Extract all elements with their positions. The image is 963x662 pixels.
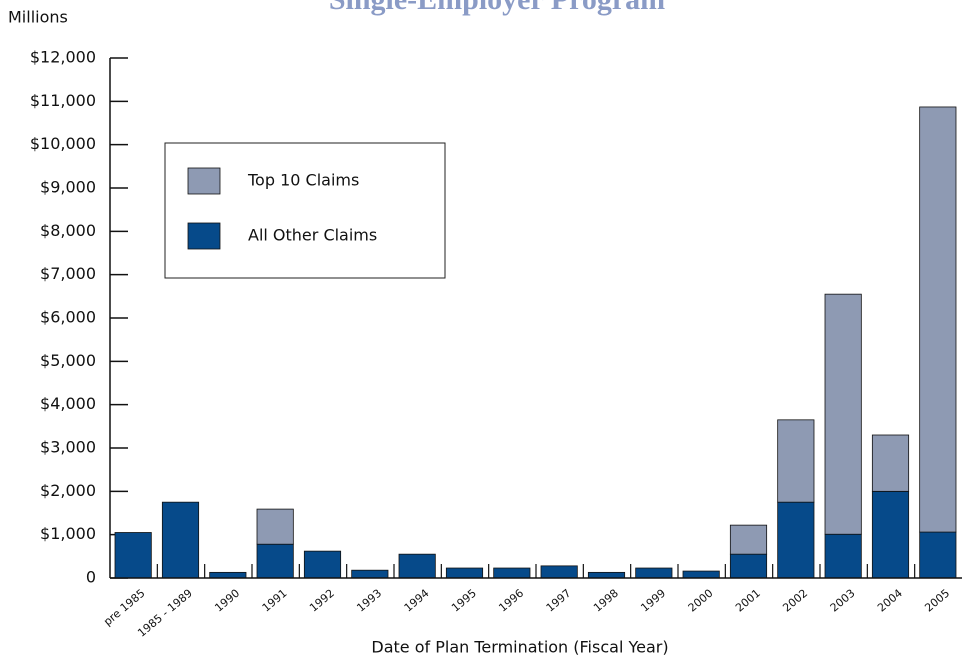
x-tick-label: 1997 xyxy=(544,587,574,615)
bar-segment xyxy=(777,501,815,579)
x-tick-label: 2005 xyxy=(922,587,952,615)
bar-segment xyxy=(493,567,531,579)
bar-segment xyxy=(540,565,578,579)
bar-segment xyxy=(256,543,294,579)
x-tick-label: 1992 xyxy=(307,587,337,615)
y-tick-label: $12,000 xyxy=(30,48,96,67)
x-tick-label: 2002 xyxy=(780,587,810,615)
x-tick-label: 2004 xyxy=(875,587,905,615)
bar-segment xyxy=(777,419,815,503)
x-tick-label: 1994 xyxy=(402,587,432,615)
y-tick-label: $8,000 xyxy=(40,221,96,240)
x-axis-label: Date of Plan Termination (Fiscal Year) xyxy=(371,638,668,657)
bar-segment xyxy=(398,553,436,579)
y-tick-label: $5,000 xyxy=(40,351,96,370)
y-tick-label: 0 xyxy=(86,568,96,587)
y-axis-label: Millions xyxy=(8,8,68,27)
y-tick-label: $11,000 xyxy=(30,91,96,110)
x-tick-label: 1999 xyxy=(638,587,668,615)
y-tick-label: $10,000 xyxy=(30,134,96,153)
y-tick-label: $2,000 xyxy=(40,481,96,500)
bar-segment xyxy=(209,571,247,579)
x-tick-label: 1996 xyxy=(496,587,526,615)
legend-label: Top 10 Claims xyxy=(247,171,359,190)
x-tick-label: 1990 xyxy=(212,587,242,615)
y-tick-label: $1,000 xyxy=(40,524,96,543)
bar-segment xyxy=(303,550,342,579)
bar-segment xyxy=(351,569,389,579)
x-tick-label: 2000 xyxy=(686,587,716,615)
legend-box xyxy=(164,142,446,279)
bar-segment xyxy=(824,293,862,535)
x-tick-label: 1998 xyxy=(591,587,621,615)
bar-segment xyxy=(682,570,720,579)
y-tick-label: $9,000 xyxy=(40,178,96,197)
x-tick-label: 1993 xyxy=(354,587,384,615)
bar-segment xyxy=(919,106,957,533)
legend-swatch xyxy=(187,167,221,195)
y-tick-label: $6,000 xyxy=(40,308,96,327)
bar-segment xyxy=(114,532,152,579)
legend-swatch xyxy=(187,222,221,250)
bar-segment xyxy=(919,531,957,579)
bar-segment xyxy=(635,567,673,579)
bar-segment xyxy=(587,571,626,579)
bar-segment xyxy=(445,567,484,579)
y-tick-label: $4,000 xyxy=(40,394,96,413)
legend-label: All Other Claims xyxy=(248,226,377,245)
bar-segment xyxy=(871,490,910,579)
x-tick-label: 2001 xyxy=(733,587,763,615)
bar-segment xyxy=(729,553,768,579)
x-tick-label: 2003 xyxy=(828,587,858,615)
bar-segment xyxy=(161,501,200,579)
bar-segment xyxy=(256,508,294,545)
x-tick-label: 1991 xyxy=(260,587,290,615)
x-tick-label: 1995 xyxy=(449,587,479,615)
y-tick-label: $3,000 xyxy=(40,438,96,457)
chart-title: Single-Employer Program xyxy=(329,0,665,16)
y-tick-label: $7,000 xyxy=(40,264,96,283)
bar-segment xyxy=(871,434,910,492)
bar-segment xyxy=(729,524,768,555)
bar-segment xyxy=(824,533,862,579)
x-tick-label: pre 1985 xyxy=(101,587,147,629)
